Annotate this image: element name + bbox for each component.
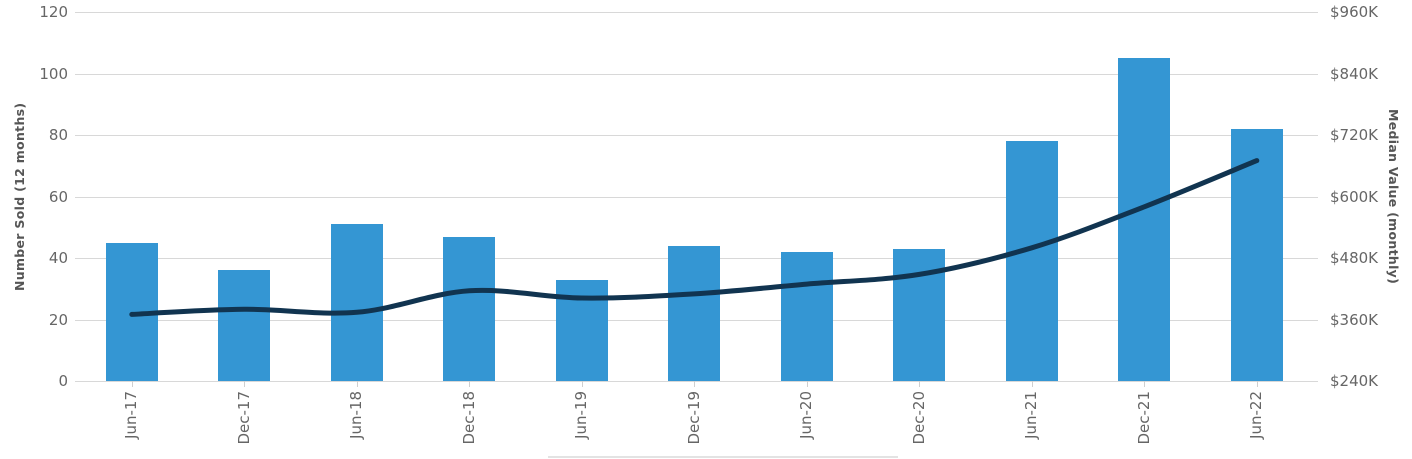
bar-jun-20[interactable] [780, 251, 833, 381]
bar-jun-17[interactable] [105, 242, 158, 381]
bar-jun-19[interactable] [555, 279, 608, 381]
right-axis-title: Median Value (monthly) [1386, 109, 1401, 285]
x-axis-label: Jun-19 [572, 391, 591, 439]
left-axis-tick-label: 0 [58, 372, 68, 390]
bar-dec-20[interactable] [893, 248, 946, 381]
x-axis-label: Dec-17 [234, 391, 253, 445]
left-axis-tick-label: 40 [48, 249, 68, 267]
x-axis-tick [1257, 381, 1258, 387]
bar-jun-18[interactable] [330, 224, 383, 381]
x-axis-label: Jun-21 [1022, 391, 1041, 439]
x-axis-tick [807, 381, 808, 387]
left-axis-tick-label: 60 [48, 187, 68, 206]
gridline [75, 12, 1318, 13]
x-axis-tick [1032, 381, 1033, 387]
x-axis-tick [357, 381, 358, 387]
gridline [75, 381, 1318, 382]
right-axis-tick-label: $240K [1330, 372, 1379, 390]
left-axis-tick-label: 20 [48, 310, 68, 329]
gridline [75, 73, 1318, 75]
x-axis-label: Jun-22 [1247, 391, 1266, 439]
bar-dec-18[interactable] [443, 236, 496, 381]
left-axis-tick-label: 80 [48, 126, 68, 144]
bar-jun-21[interactable] [1005, 141, 1058, 381]
x-axis-tick [582, 381, 583, 387]
x-axis-label: Jun-17 [122, 391, 141, 439]
x-axis-label: Dec-19 [684, 391, 703, 445]
bar-jun-22[interactable] [1230, 128, 1283, 381]
x-axis-label: Jun-20 [797, 391, 816, 439]
bar-dec-17[interactable] [218, 270, 271, 381]
bar-dec-19[interactable] [668, 245, 721, 381]
x-axis-label: Dec-18 [459, 391, 478, 445]
x-axis-tick [469, 381, 470, 387]
x-axis-label: Jun-18 [347, 391, 366, 439]
x-axis-tick [694, 381, 695, 387]
right-axis-tick-label: $360K [1330, 310, 1379, 329]
x-axis-tick [1144, 381, 1145, 387]
bar-dec-21[interactable] [1118, 58, 1171, 381]
x-axis-tick [244, 381, 245, 387]
legend-cutoff-top-border [548, 456, 898, 458]
gridline [75, 135, 1318, 136]
x-axis-tick [132, 381, 133, 387]
x-axis-tick [919, 381, 920, 387]
x-axis-label: Dec-21 [1134, 391, 1153, 445]
right-axis-tick-label: $480K [1330, 249, 1379, 267]
left-axis-tick-label: 100 [39, 64, 68, 83]
right-axis-tick-label: $960K [1330, 3, 1379, 21]
left-axis-tick-label: 120 [39, 3, 68, 21]
right-axis-tick-label: $600K [1330, 187, 1379, 206]
right-axis-tick-label: $720K [1330, 126, 1379, 144]
right-axis-tick-label: $840K [1330, 64, 1379, 83]
x-axis-label: Dec-20 [909, 391, 928, 445]
